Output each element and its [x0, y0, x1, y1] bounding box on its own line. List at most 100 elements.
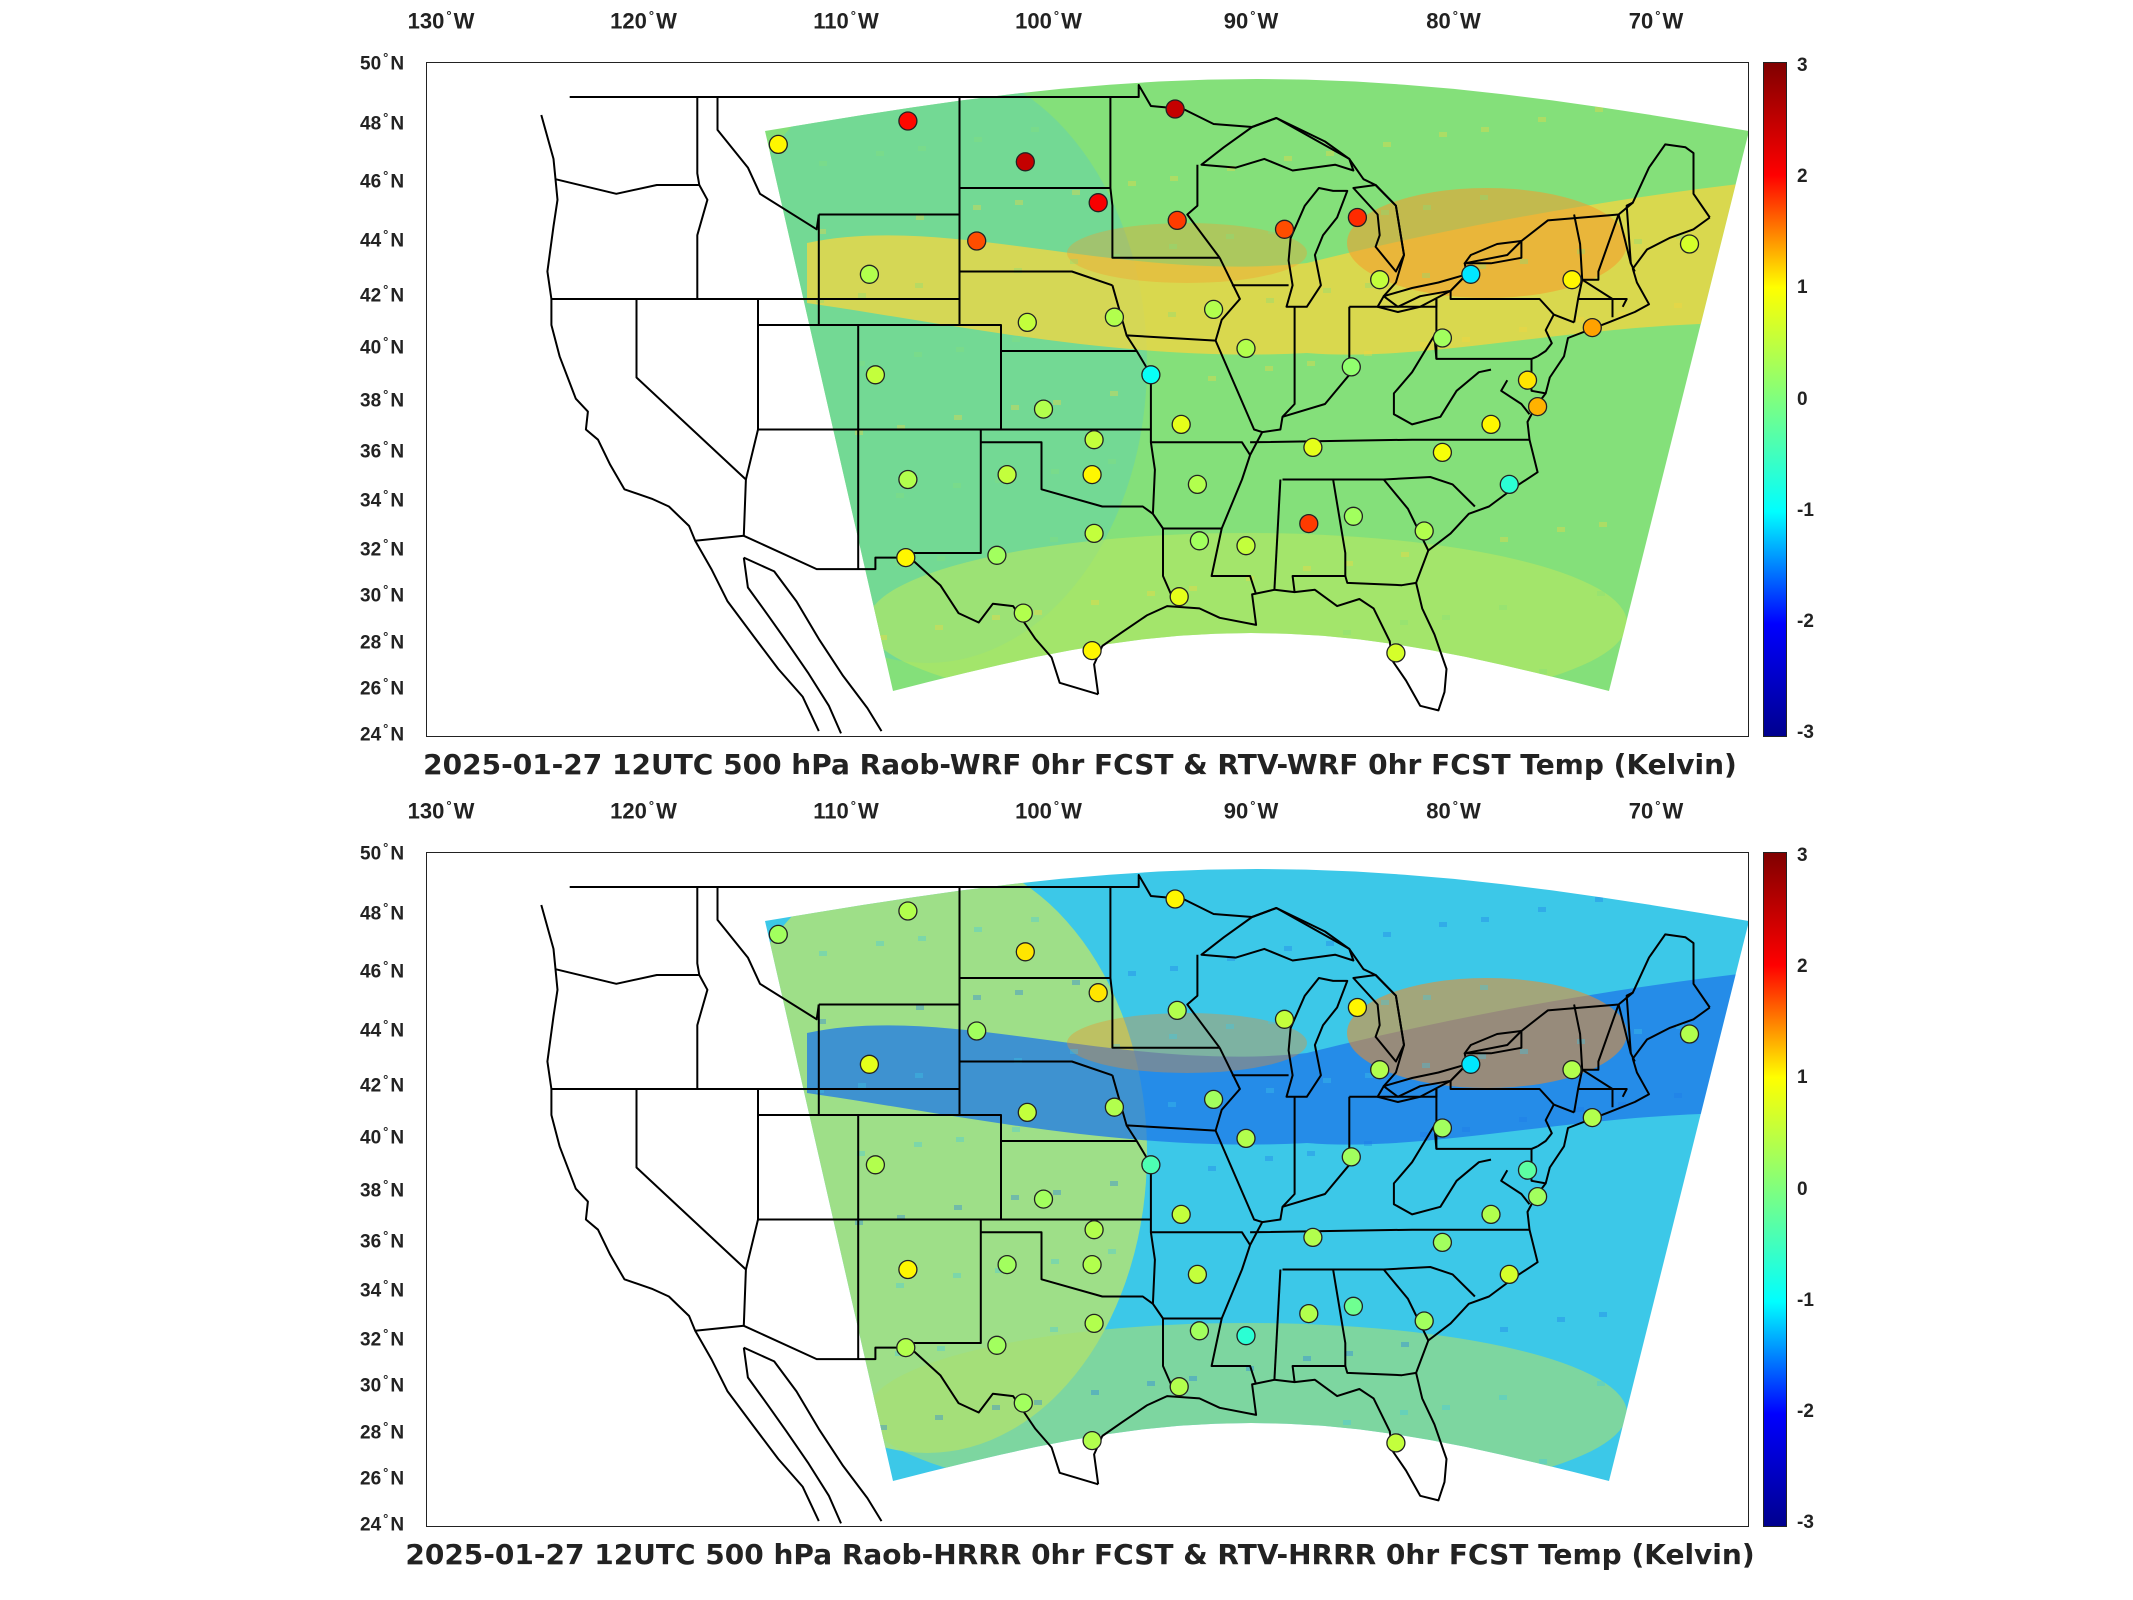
state-boundary [744, 299, 759, 480]
lon-tick-label: 130 °W [407, 798, 475, 824]
state-boundary [696, 887, 709, 1089]
field-hot [1347, 188, 1627, 298]
raob-station-marker [997, 464, 1017, 485]
raob-station-marker [859, 1054, 880, 1074]
lon-tick-label: 100 °W [1015, 798, 1082, 824]
raob-station-marker [1562, 1060, 1582, 1080]
map-svg [540, 869, 1748, 1524]
state-boundary [1582, 214, 1620, 281]
raob-station-marker [1517, 370, 1538, 390]
raob-station-marker [1165, 99, 1185, 119]
lon-tick-label: 90 °W [1223, 8, 1279, 34]
colorbar-tick-label: 1 [1797, 277, 1808, 299]
colorbar-tick-label: -3 [1797, 722, 1814, 743]
lat-tick-label: 48 ° N [360, 900, 405, 925]
colorbar-tick-label: 0 [1797, 388, 1808, 410]
raob-station-marker [1104, 307, 1125, 327]
state-boundary [1282, 306, 1351, 418]
raob-station-marker [1084, 1313, 1104, 1334]
raob-station-marker [1386, 643, 1406, 663]
raob-station-marker [1165, 889, 1185, 909]
colorbar-tick-label: 2 [1797, 166, 1808, 188]
raob-station-marker [967, 231, 987, 251]
state-boundary [1530, 1148, 1546, 1185]
colorbar-tick-label: 3 [1797, 845, 1808, 866]
state-boundary [1250, 1228, 1530, 1234]
raob-station-marker [1084, 1220, 1104, 1240]
lon-tick-label: 80 °W [1426, 798, 1481, 824]
raob-station-marker [896, 1337, 916, 1358]
coastline [1093, 1006, 1711, 1502]
raob-station-marker [1236, 1326, 1256, 1346]
panel-hrrr: 130 °W 120 °W 110 °W 100 °W 90 °W 80 °W 70 °W 50 ° N 48 °… [0, 790, 2133, 1590]
raob-station-marker [865, 365, 886, 385]
raob-station-marker [1167, 210, 1187, 231]
lake-outline [1285, 187, 1349, 308]
state-boundary [1578, 1088, 1628, 1098]
state-boundary [1282, 1266, 1476, 1298]
state-boundary [1500, 379, 1531, 415]
state-boundary [958, 97, 1002, 430]
raob-station-marker [1084, 523, 1104, 544]
raob-station-marker [1343, 506, 1364, 526]
state-boundary [1530, 358, 1546, 395]
state-boundary [980, 1231, 1154, 1305]
state-boundary [555, 178, 700, 195]
state-boundary [1537, 1104, 1555, 1148]
raob-station-marker [1236, 338, 1256, 359]
lake-outline [1352, 184, 1405, 273]
state-boundary [1186, 164, 1221, 259]
raob-station-marker [1033, 399, 1054, 419]
lake-outline [1285, 977, 1349, 1098]
raob-station-marker [1169, 1377, 1189, 1397]
state-boundary [960, 1060, 1113, 1077]
lat-tick-label: 28 ° N [360, 1419, 405, 1444]
map-area [426, 62, 1749, 737]
colorbar-tick-label: -1 [1797, 1289, 1814, 1311]
lat-tick-label: 36 ° N [360, 438, 405, 463]
raob-station-marker [1082, 464, 1102, 485]
lat-tick-label: 26 ° N [360, 675, 405, 700]
state-boundary [1111, 285, 1175, 600]
lon-tick-label: 110 °W [813, 8, 879, 34]
raob-station-marker [896, 547, 916, 568]
state-boundary [1109, 97, 1220, 259]
raob-station-marker [1343, 1296, 1364, 1316]
lat-tick-label: 44 ° N [360, 227, 405, 252]
state-boundary [1435, 1089, 1538, 1150]
lat-tick-label: 32 ° N [360, 536, 405, 561]
lat-tick-label: 40 ° N [360, 1124, 405, 1149]
raob-station-marker [898, 901, 918, 921]
coastline [742, 557, 842, 734]
raob-station-marker [1274, 1009, 1295, 1029]
state-boundary [1435, 299, 1538, 360]
raob-station-marker [1171, 414, 1191, 435]
lat-tick-label: 46 ° N [360, 958, 405, 983]
coastline [1093, 216, 1711, 712]
raob-station-marker [1017, 1102, 1037, 1123]
state-boundary [1282, 476, 1476, 508]
raob-station-marker [1187, 1264, 1208, 1285]
raob-station-marker [1104, 1097, 1125, 1117]
raob-station-marker [1082, 1254, 1102, 1275]
state-boundary [1344, 1365, 1417, 1377]
raob-station-marker [1370, 1060, 1390, 1080]
raob-station-marker [1386, 1433, 1406, 1453]
coastline [742, 1347, 842, 1524]
lat-tick-label: 24 ° N [360, 721, 405, 746]
raob-station-marker [1414, 1311, 1434, 1331]
lon-tick-label: 120 °W [610, 798, 677, 824]
raob-station-marker [1141, 365, 1161, 385]
state-boundaries [540, 874, 1711, 1524]
raob-station-marker [1303, 437, 1323, 458]
raob-station-marker [1517, 1160, 1538, 1180]
colorbar-tick-label: -2 [1797, 1400, 1814, 1422]
raob-station-marker [1481, 414, 1501, 435]
raob-station-marker [1303, 1227, 1323, 1248]
lake-outline [1200, 907, 1355, 962]
lon-tick-label: 70 °W [1628, 798, 1684, 824]
field-hot [1067, 223, 1307, 283]
raob-station-marker [898, 111, 918, 131]
raob-station-marker [1236, 1128, 1256, 1149]
state-boundary [716, 97, 820, 231]
